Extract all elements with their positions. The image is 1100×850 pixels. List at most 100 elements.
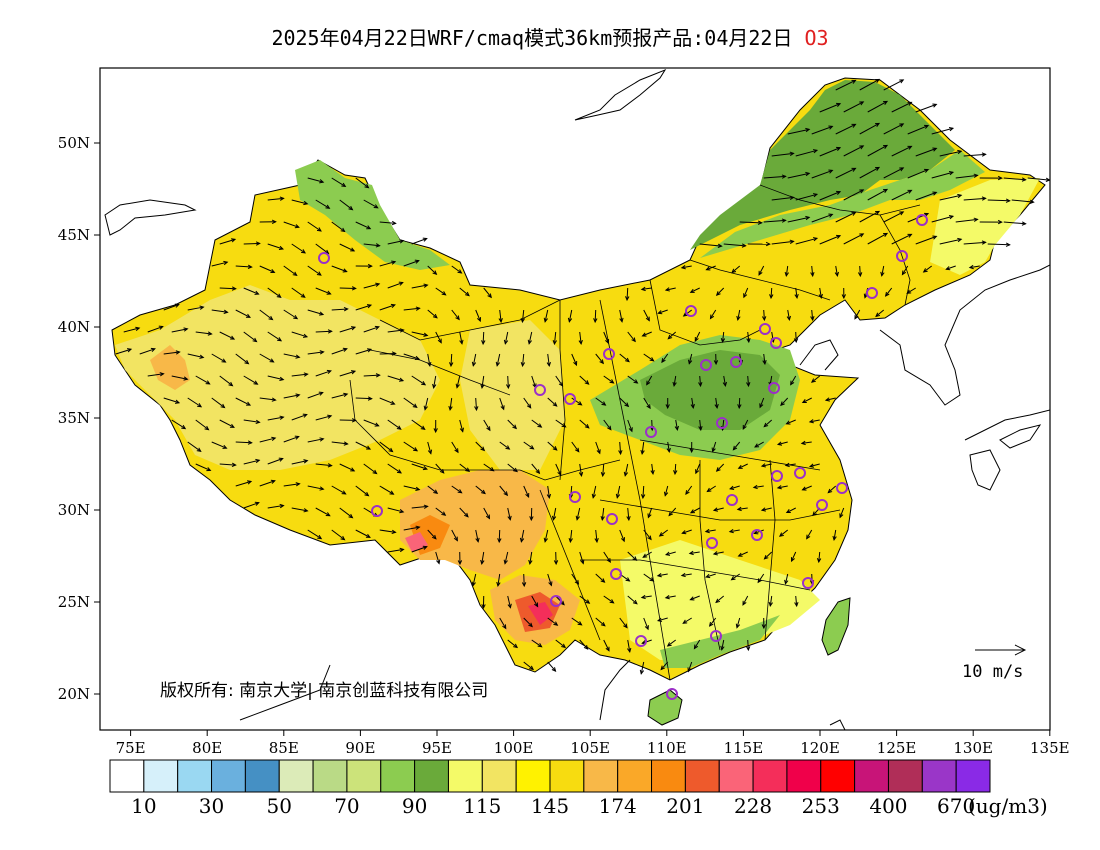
- wind-arrow-icon: [693, 639, 701, 650]
- wind-arrow-icon: [787, 215, 811, 223]
- wind-arrow-icon: [187, 441, 202, 452]
- wind-arrow-icon: [363, 199, 379, 209]
- colorbar-swatch: [955, 759, 991, 793]
- wind-arrow-icon: [339, 370, 357, 377]
- wind-arrow-icon: [546, 485, 552, 500]
- wind-arrow-icon: [627, 595, 638, 605]
- wind-arrow-icon: [315, 287, 332, 295]
- wind-arrow-icon: [883, 211, 905, 223]
- station-marker-icon: [606, 513, 618, 525]
- wind-arrow-icon: [331, 485, 347, 495]
- wind-arrow-icon: [859, 210, 881, 223]
- wind-arrow-icon: [211, 397, 226, 409]
- wind-arrow-icon: [619, 397, 630, 408]
- wind-arrow-icon: [682, 309, 693, 317]
- wind-arrow-icon: [523, 485, 530, 499]
- wind-arrow-icon: [768, 595, 773, 608]
- wind-arrow-icon: [819, 146, 842, 157]
- wind-arrow-icon: [115, 348, 133, 355]
- colorbar-swatch: [244, 759, 280, 793]
- wind-arrow-icon: [752, 484, 764, 490]
- wind-arrow-icon: [427, 353, 432, 367]
- wind-arrow-icon: [331, 221, 346, 233]
- wind-arrow-icon: [432, 375, 437, 389]
- wind-arrow-icon: [769, 287, 774, 300]
- wind-arrow-icon: [706, 485, 717, 493]
- wind-arrow-icon: [195, 419, 210, 431]
- wind-arrow-icon: [283, 393, 301, 399]
- wind-arrow-icon: [778, 529, 789, 537]
- wind-arrow-icon: [685, 485, 693, 496]
- wind-arrow-icon: [435, 287, 447, 296]
- wind-arrow-icon: [794, 595, 799, 608]
- wind-arrow-icon: [499, 485, 509, 497]
- wind-arrow-icon: [480, 375, 485, 390]
- wind-arrow-icon: [786, 309, 792, 321]
- lon-tick-label: 135E: [1030, 739, 1070, 757]
- wind-arrow-icon: [891, 145, 913, 157]
- wind-arrow-icon: [379, 441, 394, 453]
- wind-arrow-icon: [643, 617, 649, 631]
- wind-arrow-icon: [283, 482, 301, 487]
- wind-arrow-icon: [355, 485, 370, 497]
- wind-arrow-icon: [747, 241, 771, 247]
- wind-arrow-icon: [459, 287, 470, 297]
- wind-arrow-icon: [211, 260, 229, 267]
- wind-arrow-icon: [627, 375, 639, 384]
- station-marker-icon: [759, 323, 771, 335]
- lon-tick-label: 110E: [647, 739, 687, 757]
- wind-arrow-icon: [483, 463, 495, 472]
- wind-arrow-icon: [754, 441, 764, 448]
- station-marker-icon: [564, 393, 576, 405]
- wind-arrow-icon: [379, 351, 397, 356]
- wind-arrow-icon: [259, 436, 277, 443]
- field-zone-green-northeast: [690, 80, 955, 250]
- wind-arrow-icon: [955, 173, 979, 179]
- wind-arrow-icon: [267, 375, 285, 381]
- wind-arrow-icon: [715, 595, 725, 604]
- wind-arrow-icon: [762, 353, 767, 366]
- wind-arrow-icon: [331, 529, 346, 541]
- wind-arrow-icon: [507, 639, 519, 649]
- wind-arrow-icon: [163, 303, 180, 311]
- wind-arrow-icon: [963, 196, 987, 201]
- wind-arrow-icon: [495, 353, 501, 367]
- station-marker-icon: [534, 384, 546, 396]
- wind-arrow-icon: [643, 309, 650, 322]
- wind-arrow-icon: [483, 507, 491, 520]
- wind-arrow-icon: [529, 507, 534, 522]
- wind-arrow-icon: [291, 459, 309, 465]
- wind-arrow-icon: [411, 545, 428, 553]
- station-marker-icon: [770, 337, 782, 349]
- wind-arrow-icon: [219, 331, 236, 340]
- colorbar-swatch: [211, 759, 246, 793]
- wind-arrow-icon: [680, 265, 692, 270]
- wind-arrow-icon: [543, 529, 549, 543]
- wind-arrow-icon: [771, 195, 795, 201]
- wind-arrow-icon: [498, 309, 503, 324]
- wind-arrow-icon: [641, 331, 652, 337]
- field-zone-darkgreen-north-china: [640, 350, 780, 430]
- wind-arrow-icon: [427, 529, 437, 540]
- wind-arrow-icon: [578, 331, 583, 346]
- wind-arrow-icon: [843, 145, 865, 157]
- colorbar-label: 10: [131, 794, 156, 818]
- wind-arrow-icon: [784, 573, 789, 585]
- wind-arrow-icon: [283, 309, 299, 320]
- wind-arrow-icon: [455, 375, 461, 389]
- wind-arrow-icon: [867, 232, 889, 245]
- wind-arrow-icon: [423, 397, 429, 411]
- wind-arrow-icon: [243, 501, 260, 509]
- copyright-text: 版权所有: 南京大学| 南京创蓝科技有限公司: [160, 681, 488, 701]
- wind-arrow-icon: [906, 287, 916, 294]
- lon-tick-label: 125E: [877, 739, 917, 757]
- wind-arrow-icon: [790, 375, 797, 386]
- wind-arrow-icon: [627, 331, 636, 343]
- wind-arrow-icon: [411, 463, 428, 471]
- wind-arrow-icon: [643, 529, 652, 541]
- wind-arrow-icon: [603, 551, 611, 563]
- wind-arrow-icon: [387, 375, 405, 382]
- wind-arrow-icon: [1003, 221, 1027, 226]
- wind-arrow-icon: [839, 507, 845, 519]
- wind-arrow-icon: [722, 375, 728, 387]
